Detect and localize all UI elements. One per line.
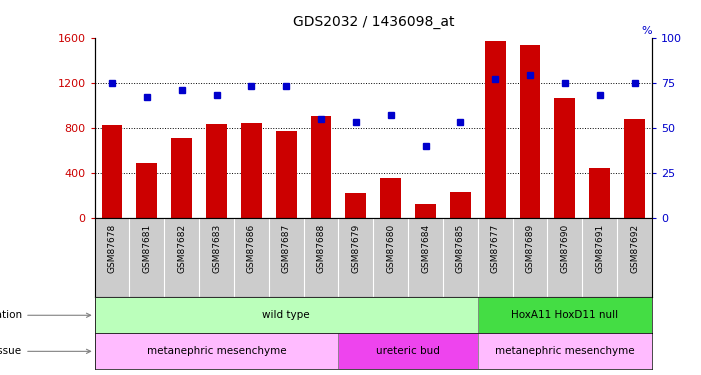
Bar — [137, 163, 157, 218]
Text: GSM87687: GSM87687 — [282, 224, 291, 273]
Text: GSM87691: GSM87691 — [595, 224, 604, 273]
Text: GSM87680: GSM87680 — [386, 224, 395, 273]
Bar — [450, 192, 471, 218]
Bar — [339, 333, 478, 369]
Bar — [102, 125, 123, 218]
Text: tissue: tissue — [0, 346, 90, 356]
Text: GSM87683: GSM87683 — [212, 224, 221, 273]
Bar — [554, 98, 576, 218]
Text: GSM87692: GSM87692 — [630, 224, 639, 273]
Text: ureteric bud: ureteric bud — [376, 346, 440, 356]
Bar — [171, 138, 192, 218]
Bar — [311, 116, 332, 218]
Text: GDS2032 / 1436098_at: GDS2032 / 1436098_at — [292, 15, 454, 29]
Bar — [485, 41, 505, 218]
Bar — [478, 333, 652, 369]
Text: GSM87688: GSM87688 — [317, 224, 325, 273]
Text: metanephric mesenchyme: metanephric mesenchyme — [147, 346, 286, 356]
Bar — [478, 297, 652, 333]
Text: GSM87684: GSM87684 — [421, 224, 430, 273]
Bar — [241, 123, 262, 218]
Text: GSM87679: GSM87679 — [351, 224, 360, 273]
Bar — [519, 45, 540, 218]
Text: GSM87686: GSM87686 — [247, 224, 256, 273]
Bar — [95, 333, 339, 369]
Bar — [415, 204, 436, 218]
Text: HoxA11 HoxD11 null: HoxA11 HoxD11 null — [511, 310, 618, 320]
Text: GSM87685: GSM87685 — [456, 224, 465, 273]
Text: wild type: wild type — [262, 310, 310, 320]
Bar — [95, 297, 478, 333]
Text: metanephric mesenchyme: metanephric mesenchyme — [495, 346, 634, 356]
Bar — [380, 178, 401, 218]
Bar — [624, 118, 645, 218]
Text: GSM87678: GSM87678 — [107, 224, 116, 273]
Text: GSM87681: GSM87681 — [142, 224, 151, 273]
Text: GSM87682: GSM87682 — [177, 224, 186, 273]
Text: genotype/variation: genotype/variation — [0, 310, 90, 320]
Text: GSM87690: GSM87690 — [560, 224, 569, 273]
Bar — [275, 131, 297, 218]
Bar — [206, 124, 227, 218]
Text: %: % — [641, 26, 652, 36]
Text: GSM87677: GSM87677 — [491, 224, 500, 273]
Bar — [346, 193, 367, 218]
Bar — [590, 168, 610, 218]
Text: GSM87689: GSM87689 — [526, 224, 535, 273]
